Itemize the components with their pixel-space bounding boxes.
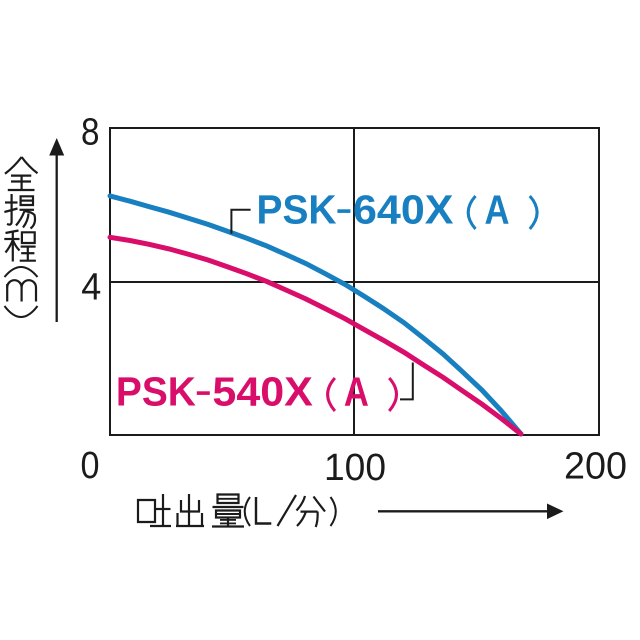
svg-text:A: A — [344, 369, 369, 415]
svg-text:PSK: PSK — [116, 369, 196, 415]
svg-text:PSK: PSK — [257, 187, 337, 233]
svg-text:A: A — [485, 187, 510, 233]
svg-text:100: 100 — [324, 447, 386, 489]
svg-text:540X: 540X — [212, 369, 313, 415]
svg-text:4: 4 — [81, 267, 101, 309]
svg-text:640X: 640X — [353, 187, 454, 233]
svg-text:8: 8 — [81, 112, 100, 154]
svg-text:0: 0 — [81, 445, 100, 487]
svg-text:200: 200 — [564, 446, 627, 488]
